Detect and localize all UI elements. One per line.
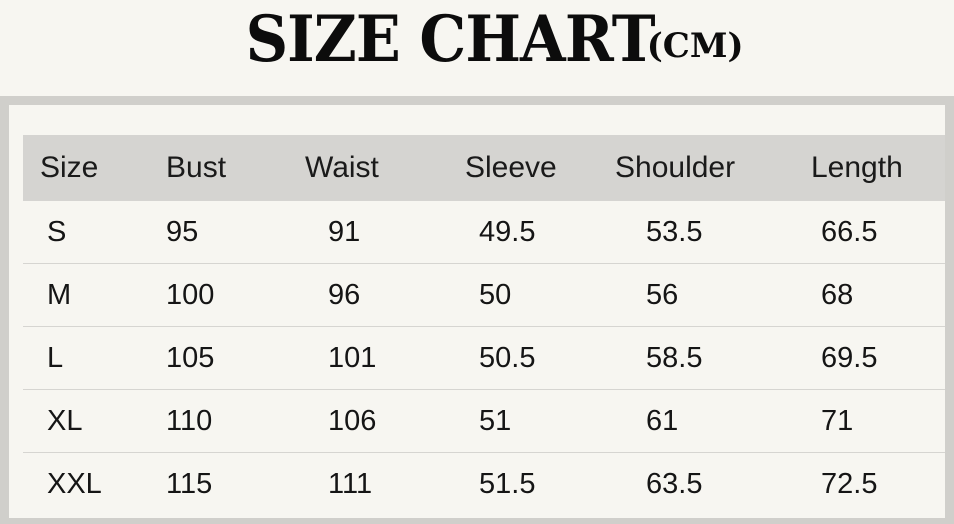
cell-size: S bbox=[47, 215, 67, 248]
cell-shoulder: 61 bbox=[646, 404, 679, 437]
cell-waist: 96 bbox=[328, 278, 361, 311]
table-row: L 105 101 50.5 58.5 69.5 bbox=[23, 327, 945, 390]
title-text: SIZE CHART bbox=[245, 2, 656, 77]
cell-sleeve: 50 bbox=[479, 278, 512, 311]
cell-bust: 100 bbox=[166, 278, 215, 311]
table-row: S 95 91 49.5 53.5 66.5 bbox=[23, 201, 945, 264]
cell-shoulder: 58.5 bbox=[646, 341, 703, 374]
cell-sleeve: 51 bbox=[479, 404, 512, 437]
size-chart-title: SIZE CHART (CM) bbox=[0, 0, 954, 96]
title-unit: (CM) bbox=[646, 26, 744, 66]
table-row: M 100 96 50 56 68 bbox=[23, 264, 945, 327]
table-header-row: Size Bust Waist Sleeve Shoulder Length bbox=[23, 135, 945, 201]
cell-bust: 95 bbox=[166, 215, 199, 248]
header-size: Size bbox=[40, 151, 99, 184]
cell-waist: 111 bbox=[328, 467, 373, 500]
cell-shoulder: 56 bbox=[646, 278, 679, 311]
table-row: XL 110 106 51 61 71 bbox=[23, 390, 945, 453]
table-row: XXL 115 111 51.5 63.5 72.5 bbox=[23, 453, 945, 515]
cell-length: 66.5 bbox=[821, 215, 878, 248]
cell-size: XXL bbox=[47, 467, 102, 500]
cell-length: 68 bbox=[821, 278, 854, 311]
cell-shoulder: 63.5 bbox=[646, 467, 703, 500]
cell-length: 71 bbox=[821, 404, 854, 437]
cell-size: XL bbox=[47, 404, 83, 437]
cell-waist: 91 bbox=[328, 215, 361, 248]
cell-size: M bbox=[47, 278, 72, 311]
cell-length: 69.5 bbox=[821, 341, 878, 374]
header-bust: Bust bbox=[166, 151, 227, 184]
cell-length: 72.5 bbox=[821, 467, 878, 500]
cell-sleeve: 50.5 bbox=[479, 341, 536, 374]
size-table: Size Bust Waist Sleeve Shoulder Length S… bbox=[23, 135, 945, 515]
cell-size: L bbox=[47, 341, 64, 374]
header-length: Length bbox=[811, 151, 903, 184]
header-shoulder: Shoulder bbox=[615, 151, 736, 184]
cell-waist: 101 bbox=[328, 341, 377, 374]
header-waist: Waist bbox=[305, 151, 379, 184]
cell-sleeve: 49.5 bbox=[479, 215, 536, 248]
cell-sleeve: 51.5 bbox=[479, 467, 536, 500]
cell-shoulder: 53.5 bbox=[646, 215, 703, 248]
cell-bust: 110 bbox=[166, 404, 213, 437]
cell-bust: 115 bbox=[166, 467, 213, 500]
size-table-frame: Size Bust Waist Sleeve Shoulder Length S… bbox=[0, 96, 954, 524]
cell-bust: 105 bbox=[166, 341, 215, 374]
header-sleeve: Sleeve bbox=[465, 151, 557, 184]
cell-waist: 106 bbox=[328, 404, 377, 437]
